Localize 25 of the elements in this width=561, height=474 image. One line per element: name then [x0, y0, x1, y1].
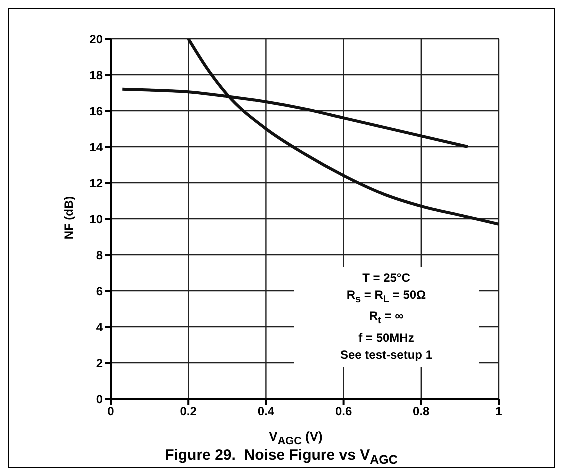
y-tick-label: 2 — [96, 356, 104, 370]
annotation: R$_{t}$ = ∞ — [368, 308, 405, 329]
y-tick-label: 8 — [96, 248, 104, 262]
y-tick-label: 12 — [90, 176, 104, 190]
y-axis-title: NF (dB) — [62, 195, 76, 242]
x-tick-label: 1 — [496, 404, 503, 419]
x-axis-title: V$_{AGC}$ (V) — [268, 429, 324, 448]
x-tick-label: 0.4 — [258, 404, 275, 419]
annotation: T = 25°C — [362, 270, 412, 287]
x-tick-label: 0 — [108, 404, 115, 419]
annotation: f = 50MHz — [358, 330, 416, 347]
y-tick-label: 16 — [90, 104, 104, 118]
x-tick-label: 0.6 — [335, 404, 352, 419]
annotation: See test-setup 1 — [339, 346, 434, 364]
text: Figure 29. Noise Figure vs V$_{AGC}$ — [164, 447, 399, 467]
y-tick-label: 18 — [90, 68, 104, 82]
y-tick-label: 6 — [96, 284, 104, 298]
annotation: R$_{s}$ = R$_{L}$ = 50Ω — [346, 287, 428, 308]
x-tick-label: 0.2 — [180, 404, 198, 419]
y-tick-label: 4 — [96, 320, 104, 334]
y-tick-label: 0 — [96, 392, 104, 406]
x-tick-label: 0.8 — [413, 404, 430, 419]
y-tick-label: 10 — [90, 212, 104, 226]
y-tick-label: 20 — [90, 32, 104, 46]
y-tick-label: 14 — [90, 140, 104, 154]
